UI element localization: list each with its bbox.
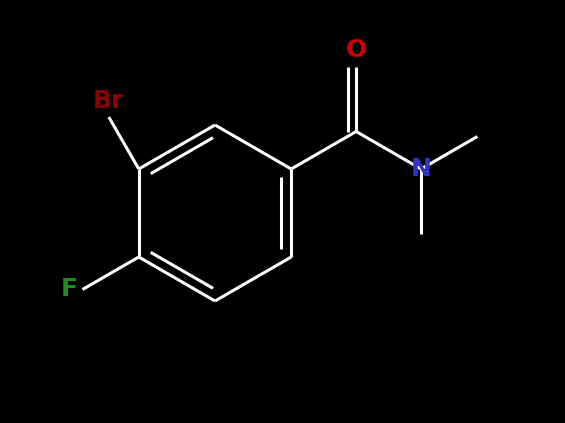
Text: Br: Br [93,89,124,113]
Text: F: F [60,277,77,302]
Text: N: N [411,157,432,181]
Text: O: O [346,38,367,61]
